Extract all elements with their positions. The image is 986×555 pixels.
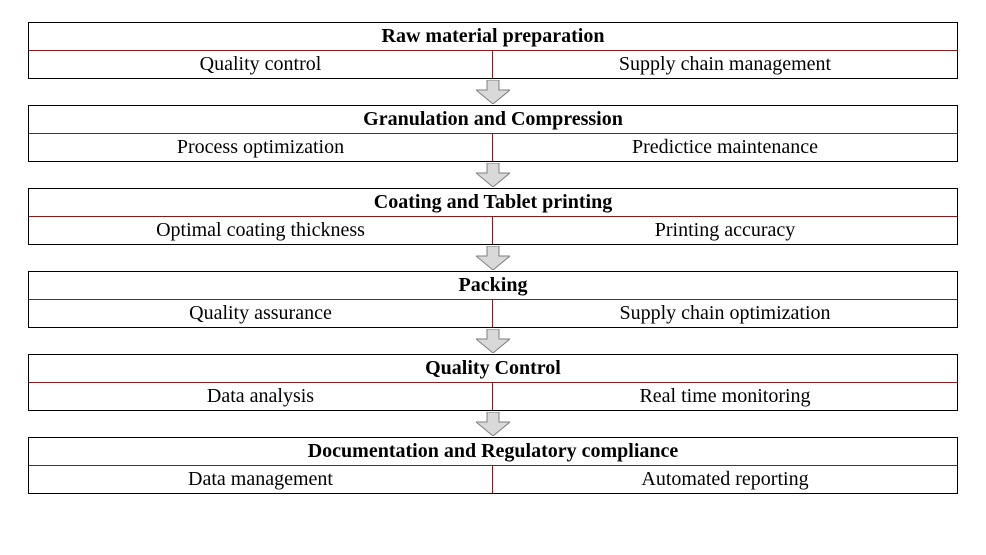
stage-box: Raw material preparation Quality control… (28, 22, 958, 79)
stage-row: Quality control Supply chain management (29, 50, 957, 78)
stage-row: Data analysis Real time monitoring (29, 382, 957, 410)
stage-row: Data management Automated reporting (29, 465, 957, 493)
stage-cell-right: Supply chain optimization (493, 300, 957, 327)
arrow-down (28, 411, 958, 437)
stage-cell-right: Printing accuracy (493, 217, 957, 244)
stage-row: Process optimization Predictice maintena… (29, 133, 957, 161)
stage-box: Coating and Tablet printing Optimal coat… (28, 188, 958, 245)
arrow-down-icon (476, 412, 510, 436)
stage-title: Packing (29, 272, 957, 299)
stage-cell-left: Quality control (29, 51, 493, 78)
stage-row: Quality assurance Supply chain optimizat… (29, 299, 957, 327)
stage-title: Raw material preparation (29, 23, 957, 50)
stage-cell-right: Supply chain management (493, 51, 957, 78)
flowchart-canvas: Raw material preparation Quality control… (0, 0, 986, 555)
arrow-down-icon (476, 246, 510, 270)
stage-cell-left: Data management (29, 466, 493, 493)
stage-cell-right: Predictice maintenance (493, 134, 957, 161)
stage-box: Quality Control Data analysis Real time … (28, 354, 958, 411)
arrow-down (28, 245, 958, 271)
stage-title: Quality Control (29, 355, 957, 382)
arrow-down (28, 162, 958, 188)
stage-box: Packing Quality assurance Supply chain o… (28, 271, 958, 328)
arrow-down-icon (476, 80, 510, 104)
stage-title: Documentation and Regulatory compliance (29, 438, 957, 465)
stage-cell-left: Data analysis (29, 383, 493, 410)
stage-box: Documentation and Regulatory compliance … (28, 437, 958, 494)
stage-row: Optimal coating thickness Printing accur… (29, 216, 957, 244)
arrow-down (28, 328, 958, 354)
arrow-down-icon (476, 163, 510, 187)
stage-cell-right: Real time monitoring (493, 383, 957, 410)
stage-title: Granulation and Compression (29, 106, 957, 133)
arrow-down-icon (476, 329, 510, 353)
arrow-down (28, 79, 958, 105)
stage-cell-left: Process optimization (29, 134, 493, 161)
stage-title: Coating and Tablet printing (29, 189, 957, 216)
stage-cell-left: Quality assurance (29, 300, 493, 327)
stage-cell-left: Optimal coating thickness (29, 217, 493, 244)
stage-box: Granulation and Compression Process opti… (28, 105, 958, 162)
stage-cell-right: Automated reporting (493, 466, 957, 493)
